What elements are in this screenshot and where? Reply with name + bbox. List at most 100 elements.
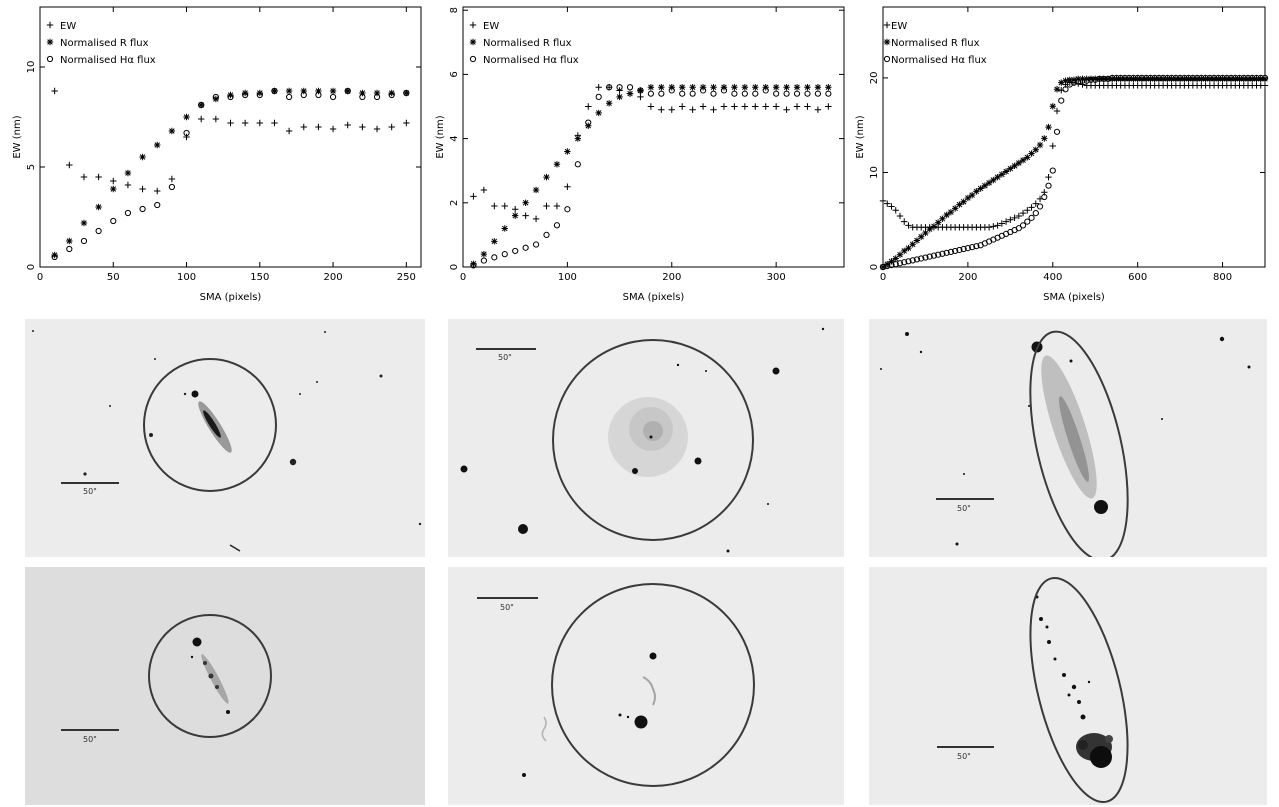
- legend-label: Normalised Hα flux: [891, 55, 987, 66]
- x-axis-label: SMA (pixels): [1043, 292, 1105, 303]
- data-point: [154, 187, 161, 195]
- data-point: [51, 253, 58, 261]
- data-point: [952, 247, 959, 255]
- data-point: [741, 84, 749, 91]
- data-point: [616, 84, 623, 91]
- data-point: [1261, 82, 1269, 89]
- data-point: [1168, 75, 1175, 83]
- data-point: [1109, 75, 1116, 83]
- data-point: [892, 261, 899, 268]
- data-point: [985, 179, 993, 187]
- data-point: [470, 260, 477, 267]
- data-point: [1117, 74, 1124, 82]
- data-point: [183, 129, 190, 137]
- y-tick-label: 4: [449, 135, 460, 141]
- data-point: [1181, 74, 1188, 82]
- data-point: [1007, 165, 1014, 172]
- data-point: [95, 203, 102, 211]
- data-point: [960, 198, 967, 205]
- data-point: [1087, 76, 1095, 83]
- data-point: [66, 237, 73, 245]
- data-point: [1113, 74, 1120, 82]
- data-point: [1223, 75, 1230, 83]
- x-tick-label: 100: [177, 272, 196, 283]
- plot-frame: [39, 6, 422, 268]
- data-point: [783, 106, 790, 113]
- data-point: [227, 91, 234, 99]
- data-point: [553, 202, 561, 210]
- data-point: [80, 219, 88, 227]
- data-point: [668, 87, 675, 94]
- x-tick-label: 50: [107, 272, 120, 283]
- data-point: [1036, 203, 1044, 210]
- data-point: [373, 93, 381, 101]
- data-point: [480, 250, 488, 258]
- data-point: [939, 250, 946, 257]
- data-point: [285, 87, 293, 95]
- image-svg: 50": [869, 319, 1267, 557]
- data-point: [1058, 79, 1065, 86]
- data-point: [511, 212, 519, 219]
- image-svg: 50": [448, 567, 844, 805]
- data-point: [564, 183, 571, 190]
- data-point: [1130, 74, 1137, 82]
- data-point: [637, 93, 644, 101]
- data-point: [1019, 222, 1027, 229]
- data-point: [1049, 167, 1056, 174]
- data-point: [1092, 76, 1099, 83]
- data-point: [80, 173, 88, 181]
- data-point: [1249, 74, 1256, 82]
- data-point: [154, 141, 161, 149]
- data-point: [1079, 81, 1086, 88]
- data-point: [892, 207, 899, 214]
- data-point: [616, 87, 623, 94]
- data-point: [964, 244, 971, 252]
- data-point: [168, 175, 176, 183]
- legend-label: Normalised R flux: [60, 38, 149, 49]
- data-point: [51, 87, 58, 95]
- data-point: [1104, 75, 1112, 82]
- data-point: [1109, 74, 1116, 82]
- data-point: [1261, 74, 1269, 82]
- data-point: [1227, 75, 1235, 83]
- data-point: [699, 87, 707, 94]
- data-point: [511, 206, 519, 213]
- legend-label: Normalised Hα flux: [60, 55, 156, 66]
- data-point: [1193, 74, 1201, 82]
- data-point: [480, 257, 487, 264]
- data-point: [139, 153, 146, 161]
- data-point: [658, 90, 665, 97]
- data-point: [1096, 75, 1103, 82]
- data-point: [658, 106, 665, 113]
- data-point: [1125, 75, 1133, 83]
- halpha-image-3: 50": [869, 567, 1267, 805]
- data-point: [300, 91, 307, 99]
- data-point: [1053, 107, 1061, 115]
- data-point: [388, 89, 395, 97]
- data-point: [227, 119, 234, 127]
- data-point: [329, 87, 337, 95]
- halpha-image-2: 50": [448, 567, 844, 805]
- y-tick-label: 10: [869, 166, 880, 179]
- chart-3: 0 200 400 600 800 0 10 20 SMA (pixels) EW (nm) EW N…: [855, 6, 1269, 303]
- data-point: [1130, 75, 1137, 83]
- data-point: [1240, 74, 1247, 82]
- data-point: [595, 93, 602, 100]
- data-point: [1011, 162, 1018, 170]
- halpha-image-1: 50": [25, 567, 425, 805]
- data-point: [973, 188, 980, 195]
- data-point: [315, 123, 322, 131]
- data-point: [1058, 97, 1065, 104]
- data-point: [1070, 79, 1078, 86]
- data-point: [124, 169, 132, 177]
- data-point: [741, 103, 749, 110]
- data-point: [1079, 77, 1086, 84]
- y-tick-label: 10: [26, 61, 37, 74]
- data-point: [909, 257, 916, 264]
- data-point: [1083, 75, 1090, 83]
- data-point: [139, 205, 146, 213]
- data-point: [1092, 75, 1099, 83]
- data-point: [1189, 75, 1197, 83]
- data-point: [977, 185, 984, 192]
